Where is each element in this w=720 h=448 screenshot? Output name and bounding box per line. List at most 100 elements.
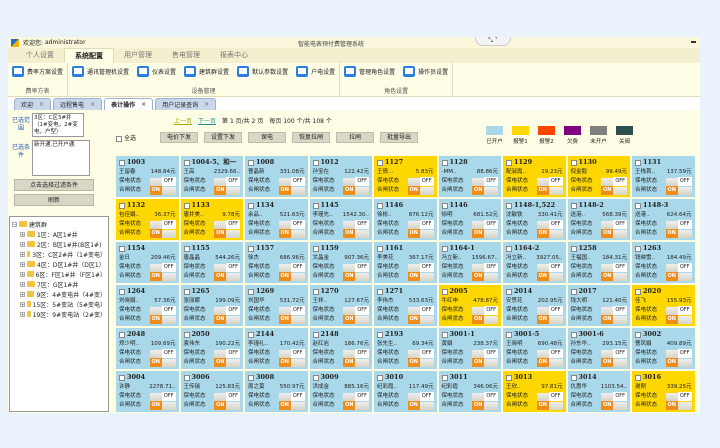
meter-card[interactable]: 1148-2 送港.. 568.39元 保电状态 OFF 合闸状态 ON [566, 198, 631, 241]
protect-toggle[interactable]: OFF [343, 306, 369, 315]
ribbon-button[interactable]: 费率方案设置 [12, 66, 63, 77]
switch-toggle[interactable]: ON [536, 272, 563, 281]
tree-node[interactable]: +15区：5#变站（5#变电） [12, 299, 106, 309]
meter-card[interactable]: 3006 王传瑞 125.83元 保电状态 OFF 合闸状态 ON [179, 370, 244, 413]
meter-checkbox[interactable] [119, 202, 125, 209]
switch-toggle[interactable]: ON [343, 401, 369, 410]
protect-toggle[interactable]: OFF [407, 220, 434, 229]
switch-toggle[interactable]: ON [665, 229, 692, 238]
meter-checkbox[interactable] [377, 159, 383, 166]
switch-toggle[interactable]: ON [149, 401, 176, 410]
meter-checkbox[interactable] [377, 288, 383, 295]
meter-card[interactable]: 1132 包佳娟.. 36.37元 保电状态 OFF 合闸状态 ON [115, 198, 180, 241]
meter-checkbox[interactable] [377, 374, 383, 381]
meter-checkbox[interactable] [119, 245, 125, 252]
meter-checkbox[interactable] [441, 331, 448, 338]
toolbar-button[interactable]: 拉闸 [336, 132, 375, 143]
meter-card[interactable]: 2050 袁伟东 190.22元 保电状态 OFF 合闸状态 ON [179, 327, 244, 370]
tree-node[interactable]: +2区：B区1#井(B区1#) [12, 239, 106, 249]
switch-toggle[interactable]: ON [407, 401, 434, 410]
protect-toggle[interactable]: OFF [601, 349, 627, 358]
protect-toggle[interactable]: OFF [407, 177, 434, 186]
meter-checkbox[interactable] [506, 202, 512, 209]
protect-toggle[interactable]: OFF [536, 392, 563, 401]
meter-checkbox[interactable] [312, 288, 319, 295]
ribbon-tab-users[interactable]: 用户管理 [124, 51, 152, 59]
expand-icon[interactable]: + [20, 261, 25, 267]
protect-toggle[interactable]: OFF [343, 392, 369, 401]
protect-toggle[interactable]: OFF [278, 220, 305, 229]
meter-checkbox[interactable] [312, 202, 319, 209]
switch-toggle[interactable]: ON [343, 186, 369, 195]
toolbar-button[interactable]: 设置下发 [204, 132, 243, 143]
meter-checkbox[interactable] [183, 288, 190, 295]
meter-checkbox[interactable] [248, 331, 254, 338]
protect-toggle[interactable]: OFF [149, 349, 176, 358]
select-all-checkbox[interactable]: 全选 [116, 133, 136, 142]
meter-card[interactable]: 1129 配淑霞.. 19.23元 保电状态 OFF 合闸状态 ON [502, 155, 567, 198]
protect-toggle[interactable]: OFF [214, 306, 240, 315]
meter-card[interactable]: 1269 刘国华 531.72元 保电状态 OFF 合闸状态 ON [244, 284, 309, 327]
protect-toggle[interactable]: OFF [149, 263, 176, 272]
tree-node-root[interactable]: − 建筑群 [12, 219, 106, 229]
meter-card[interactable]: 1003 王留春 148.84元 保电状态 OFF 合闸状态 ON [115, 155, 180, 198]
meter-checkbox[interactable] [248, 245, 254, 252]
meter-card[interactable]: 1008 曹晶新 331.08元 保电状态 OFF 合闸状态 ON [244, 155, 309, 198]
meter-checkbox[interactable] [183, 202, 190, 209]
ribbon-button[interactable]: 建筑群设置 [184, 66, 229, 77]
meter-card[interactable]: 2148 赵红岩 186.76元 保电状态 OFF 合闸状态 ON [308, 327, 373, 370]
prev-page-link[interactable]: 上一页 [174, 118, 193, 125]
meter-checkbox[interactable] [635, 159, 641, 166]
condition-textarea[interactable]: 新开通,已开户通. [32, 140, 90, 176]
tree-node[interactable]: +9区：4#变电井（4#变） [12, 289, 106, 299]
protect-toggle[interactable]: OFF [472, 220, 498, 229]
protect-toggle[interactable]: OFF [536, 306, 563, 315]
protect-toggle[interactable]: OFF [472, 392, 498, 401]
meter-checkbox[interactable] [570, 202, 577, 209]
meter-card[interactable]: 2048 郑少明.. 109.69元 保电状态 OFF 合闸状态 ON [115, 327, 180, 370]
meter-checkbox[interactable] [570, 331, 577, 338]
close-icon[interactable]: × [39, 101, 45, 108]
meter-card[interactable]: 1131 王栈首.. 137.59元 保电状态 OFF 合闸状态 ON [631, 155, 696, 198]
meter-checkbox[interactable] [183, 331, 190, 338]
expand-icon[interactable]: + [20, 271, 25, 277]
switch-toggle[interactable]: ON [407, 358, 434, 367]
switch-toggle[interactable]: ON [278, 358, 305, 367]
protect-toggle[interactable]: OFF [601, 263, 627, 272]
meter-card[interactable]: 2005 牛红申 478.87元 保电状态 OFF 合闸状态 ON [437, 284, 502, 327]
tree-node[interactable]: +1区：A区1#井 [12, 229, 106, 239]
meter-checkbox[interactable] [312, 374, 319, 381]
meter-card[interactable]: 1265 张丽娜 199.09元 保电状态 OFF 合闸状态 ON [179, 284, 244, 327]
switch-toggle[interactable]: ON [601, 229, 627, 238]
ribbon-collapse-button[interactable]: ⤡ ˅ [475, 37, 511, 46]
toolbar-button[interactable]: 电价下发 [160, 132, 199, 143]
meter-checkbox[interactable] [183, 374, 190, 381]
doc-tab-remote-sale[interactable]: 远程售电 × [53, 98, 103, 110]
switch-toggle[interactable]: ON [214, 229, 240, 238]
switch-toggle[interactable]: ON [601, 186, 627, 195]
meter-card[interactable]: 1159 文晶金 907.36元 保电状态 OFF 合闸状态 ON [308, 241, 373, 284]
meter-checkbox[interactable] [248, 288, 254, 295]
switch-toggle[interactable]: ON [472, 272, 498, 281]
switch-toggle[interactable]: ON [536, 229, 563, 238]
switch-toggle[interactable]: ON [214, 401, 240, 410]
protect-toggle[interactable]: OFF [536, 177, 563, 186]
meter-checkbox[interactable] [248, 159, 254, 166]
meter-card[interactable]: 1148-1,522 沈敏铁 330.41元 保电状态 OFF 合闸状态 ON [502, 198, 567, 241]
protect-toggle[interactable]: OFF [536, 349, 563, 358]
protect-toggle[interactable]: OFF [407, 349, 434, 358]
meter-card[interactable]: 3001-6 孙东华.. 293.15元 保电状态 OFF 合闸状态 ON [566, 327, 631, 370]
meter-card[interactable]: 1258 王福国.. 184.31元 保电状态 OFF 合闸状态 ON [566, 241, 631, 284]
expand-icon[interactable]: + [20, 241, 25, 247]
meter-checkbox[interactable] [248, 374, 254, 381]
meter-card[interactable]: 1133 唐井美.. 9.78元 保电状态 OFF 合闸状态 ON [179, 198, 244, 241]
protect-toggle[interactable]: OFF [278, 306, 305, 315]
switch-toggle[interactable]: ON [214, 186, 240, 195]
meter-card[interactable]: 3016 谢刚 339.25元 保电状态 OFF 合闸状态 ON [631, 370, 696, 413]
protect-toggle[interactable]: OFF [601, 306, 627, 315]
next-page-link[interactable]: 下一页 [198, 118, 217, 125]
switch-toggle[interactable]: ON [665, 186, 692, 195]
meter-checkbox[interactable] [312, 159, 319, 166]
expand-icon[interactable]: + [20, 311, 25, 317]
protect-toggle[interactable]: OFF [472, 177, 498, 186]
